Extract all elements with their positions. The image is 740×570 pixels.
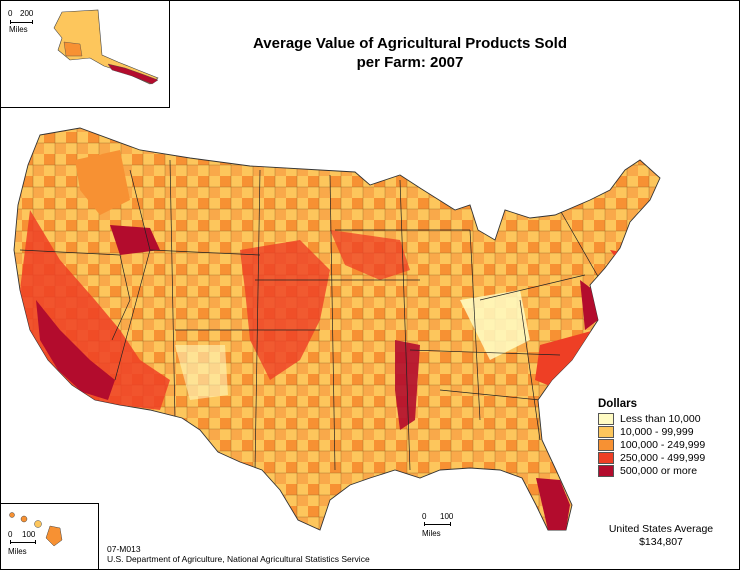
hawaii-scale-zero: 0 <box>8 530 13 539</box>
map-title: Average Value of Agricultural Products S… <box>230 34 590 72</box>
us-average-note: United States Average $134,807 <box>596 523 726 549</box>
alaska-region <box>63 41 83 57</box>
legend-label: 250,000 - 499,999 <box>620 451 706 464</box>
hawaii-scale-max: 100 <box>22 530 36 539</box>
mainland-scale-zero: 0 <box>422 512 427 521</box>
legend-item: Less than 10,000 <box>598 412 705 425</box>
legend-swatch <box>598 412 614 425</box>
map-code: 07-M013 <box>107 544 141 554</box>
source-text: U.S. Department of Agriculture, National… <box>107 554 370 564</box>
map-legend: Dollars Less than 10,000 10,000 - 99,999… <box>598 398 705 477</box>
alaska-scale-unit: Miles <box>9 25 28 34</box>
legend-item: 10,000 - 99,999 <box>598 425 705 438</box>
legend-label: 100,000 - 249,999 <box>620 438 706 451</box>
us-average-value: $134,807 <box>639 536 683 548</box>
mainland-scale-max: 100 <box>440 512 454 521</box>
mainland-scale-bar: 0 100 Miles <box>418 512 468 542</box>
alaska-scale-max: 200 <box>20 9 34 18</box>
legend-swatch <box>598 425 614 438</box>
mainland-us <box>13 127 661 531</box>
alaska-scale-bar: 0 200 Miles <box>7 9 47 34</box>
map-title-line-1: Average Value of Agricultural Products S… <box>253 35 567 52</box>
hawaii-scale-unit: Miles <box>8 547 27 556</box>
alaska-panhandle-region <box>107 63 159 85</box>
map-title-line-2: per Farm: 2007 <box>356 54 464 71</box>
legend-heading: Dollars <box>598 398 637 410</box>
hawaii-scale-bar: 0 100 Miles <box>8 530 48 560</box>
legend-label: Less than 10,000 <box>620 412 701 425</box>
hawaii-shape <box>9 512 63 547</box>
alaska-scale-zero: 0 <box>8 9 13 18</box>
legend-swatch <box>598 451 614 464</box>
legend-item: 500,000 or more <box>598 464 705 477</box>
legend-item: 250,000 - 499,999 <box>598 451 705 464</box>
legend-label: 10,000 - 99,999 <box>620 425 694 438</box>
legend-swatch <box>598 438 614 451</box>
source-credit: 07-M013 U.S. Department of Agriculture, … <box>107 544 370 564</box>
legend-swatch <box>598 464 614 477</box>
legend-label: 500,000 or more <box>620 464 698 477</box>
us-average-label: United States Average <box>608 523 714 535</box>
legend-item: 100,000 - 249,999 <box>598 438 705 451</box>
mainland-scale-unit: Miles <box>422 529 441 538</box>
